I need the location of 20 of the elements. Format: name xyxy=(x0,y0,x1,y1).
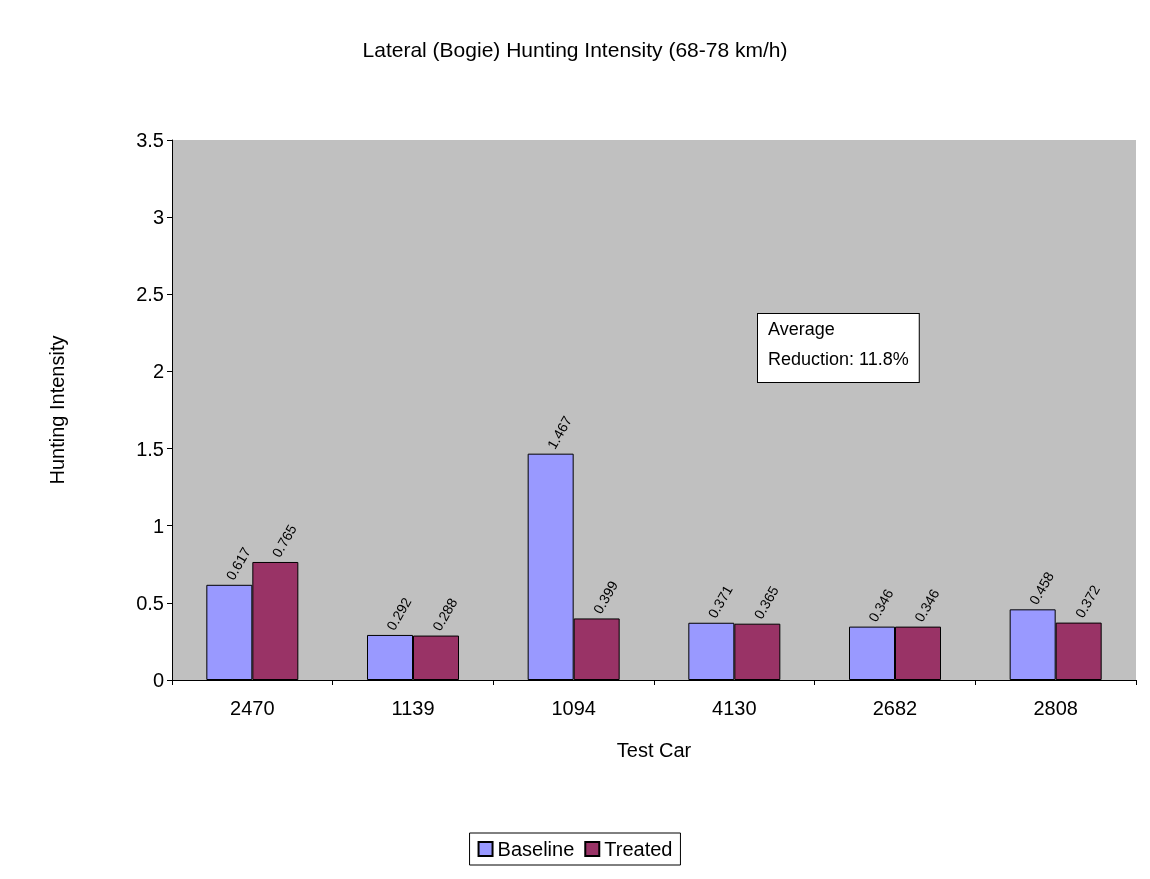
y-tick-label: 1.5 xyxy=(136,437,164,460)
x-tick-label: 1139 xyxy=(391,697,435,719)
x-axis-title: Test Car xyxy=(616,739,692,761)
y-tick-label: 2.5 xyxy=(136,283,164,306)
y-tick-label: 2 xyxy=(152,360,164,383)
legend-label: Treated xyxy=(604,838,673,860)
y-tick-label: 3 xyxy=(152,206,164,229)
y-tick-label: 0 xyxy=(152,669,164,691)
x-tick-label: 4130 xyxy=(712,697,757,719)
x-tick-label: 1094 xyxy=(551,697,596,719)
x-tick-label: 2470 xyxy=(230,697,275,719)
y-tick-label: 0.5 xyxy=(136,591,164,614)
x-tick-label: 2682 xyxy=(872,697,918,719)
y-axis-title: Hunting Intensity xyxy=(46,335,68,485)
y-tick-label: 1 xyxy=(152,514,164,537)
x-tick-label: 2808 xyxy=(1033,697,1078,719)
legend-label: Baseline xyxy=(497,838,575,860)
y-tick-label: 3.5 xyxy=(136,129,164,151)
chart-title: Lateral (Bogie) Hunting Intensity (68-78 km/h) xyxy=(362,38,788,61)
annotation: Average Reduction: 11.8% xyxy=(768,319,909,369)
